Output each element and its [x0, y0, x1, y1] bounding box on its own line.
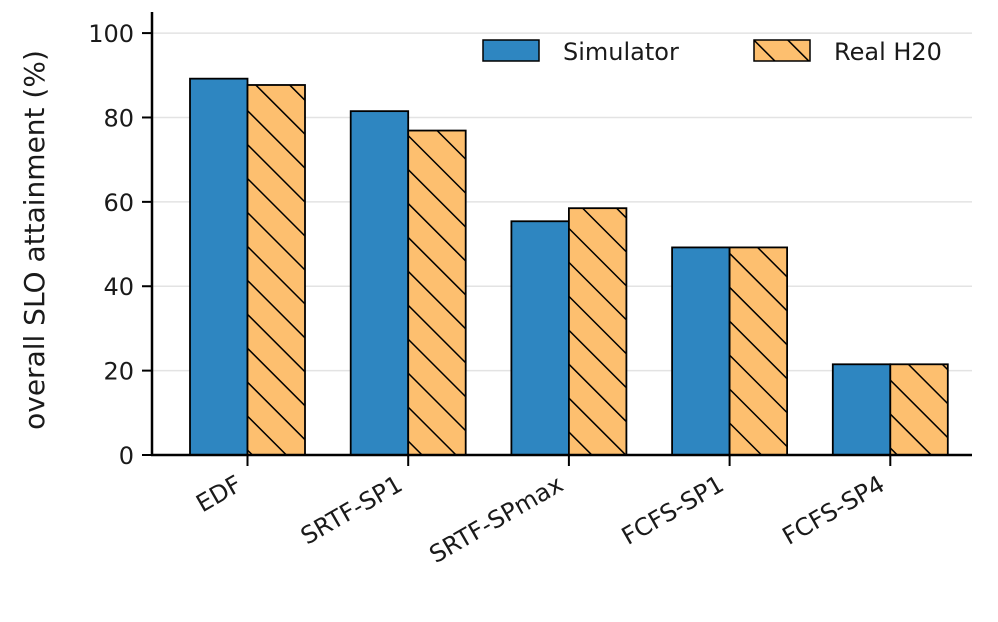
x-tick-label: FCFS-SP4 — [778, 470, 890, 551]
legend-label-simulator: Simulator — [563, 38, 679, 66]
bar-real-h20-srtf-sp1 — [407, 129, 467, 456]
bar-simulator-fcfs-sp1 — [671, 246, 731, 456]
y-tick-label: 40 — [103, 273, 134, 301]
y-tick-label: 0 — [119, 442, 134, 470]
bar-simulator-edf — [189, 77, 249, 456]
y-tick-label: 80 — [103, 104, 134, 132]
y-tick-label: 20 — [103, 358, 134, 386]
bar-real-h20-edf — [246, 84, 306, 456]
bar-simulator-srtf-sp1 — [349, 110, 410, 456]
y-tick-label: 60 — [103, 189, 134, 217]
bar-real-h20-fcfs-sp1 — [728, 246, 788, 456]
legend-swatch-simulator — [482, 39, 540, 62]
x-tick-label: SRTF-SP1 — [296, 470, 407, 550]
y-axis-title: overall SLO attainment (%) — [18, 50, 51, 430]
y-tick-label: 100 — [88, 20, 134, 48]
legend: Simulator Real H20 — [482, 38, 942, 66]
bars — [189, 77, 949, 456]
legend-label-real-h20: Real H20 — [834, 38, 942, 66]
x-tick-label: EDF — [191, 470, 246, 518]
bar-simulator-srtf-spmax — [510, 220, 570, 456]
legend-swatch-real-h20 — [753, 39, 811, 62]
bar-real-h20-srtf-spmax — [568, 207, 628, 456]
bar-simulator-fcfs-sp4 — [831, 363, 892, 456]
x-tick-label: FCFS-SP1 — [617, 470, 729, 551]
x-tick-label: SRTF-SPmax — [425, 470, 568, 569]
bar-real-h20-fcfs-sp4 — [889, 363, 949, 456]
